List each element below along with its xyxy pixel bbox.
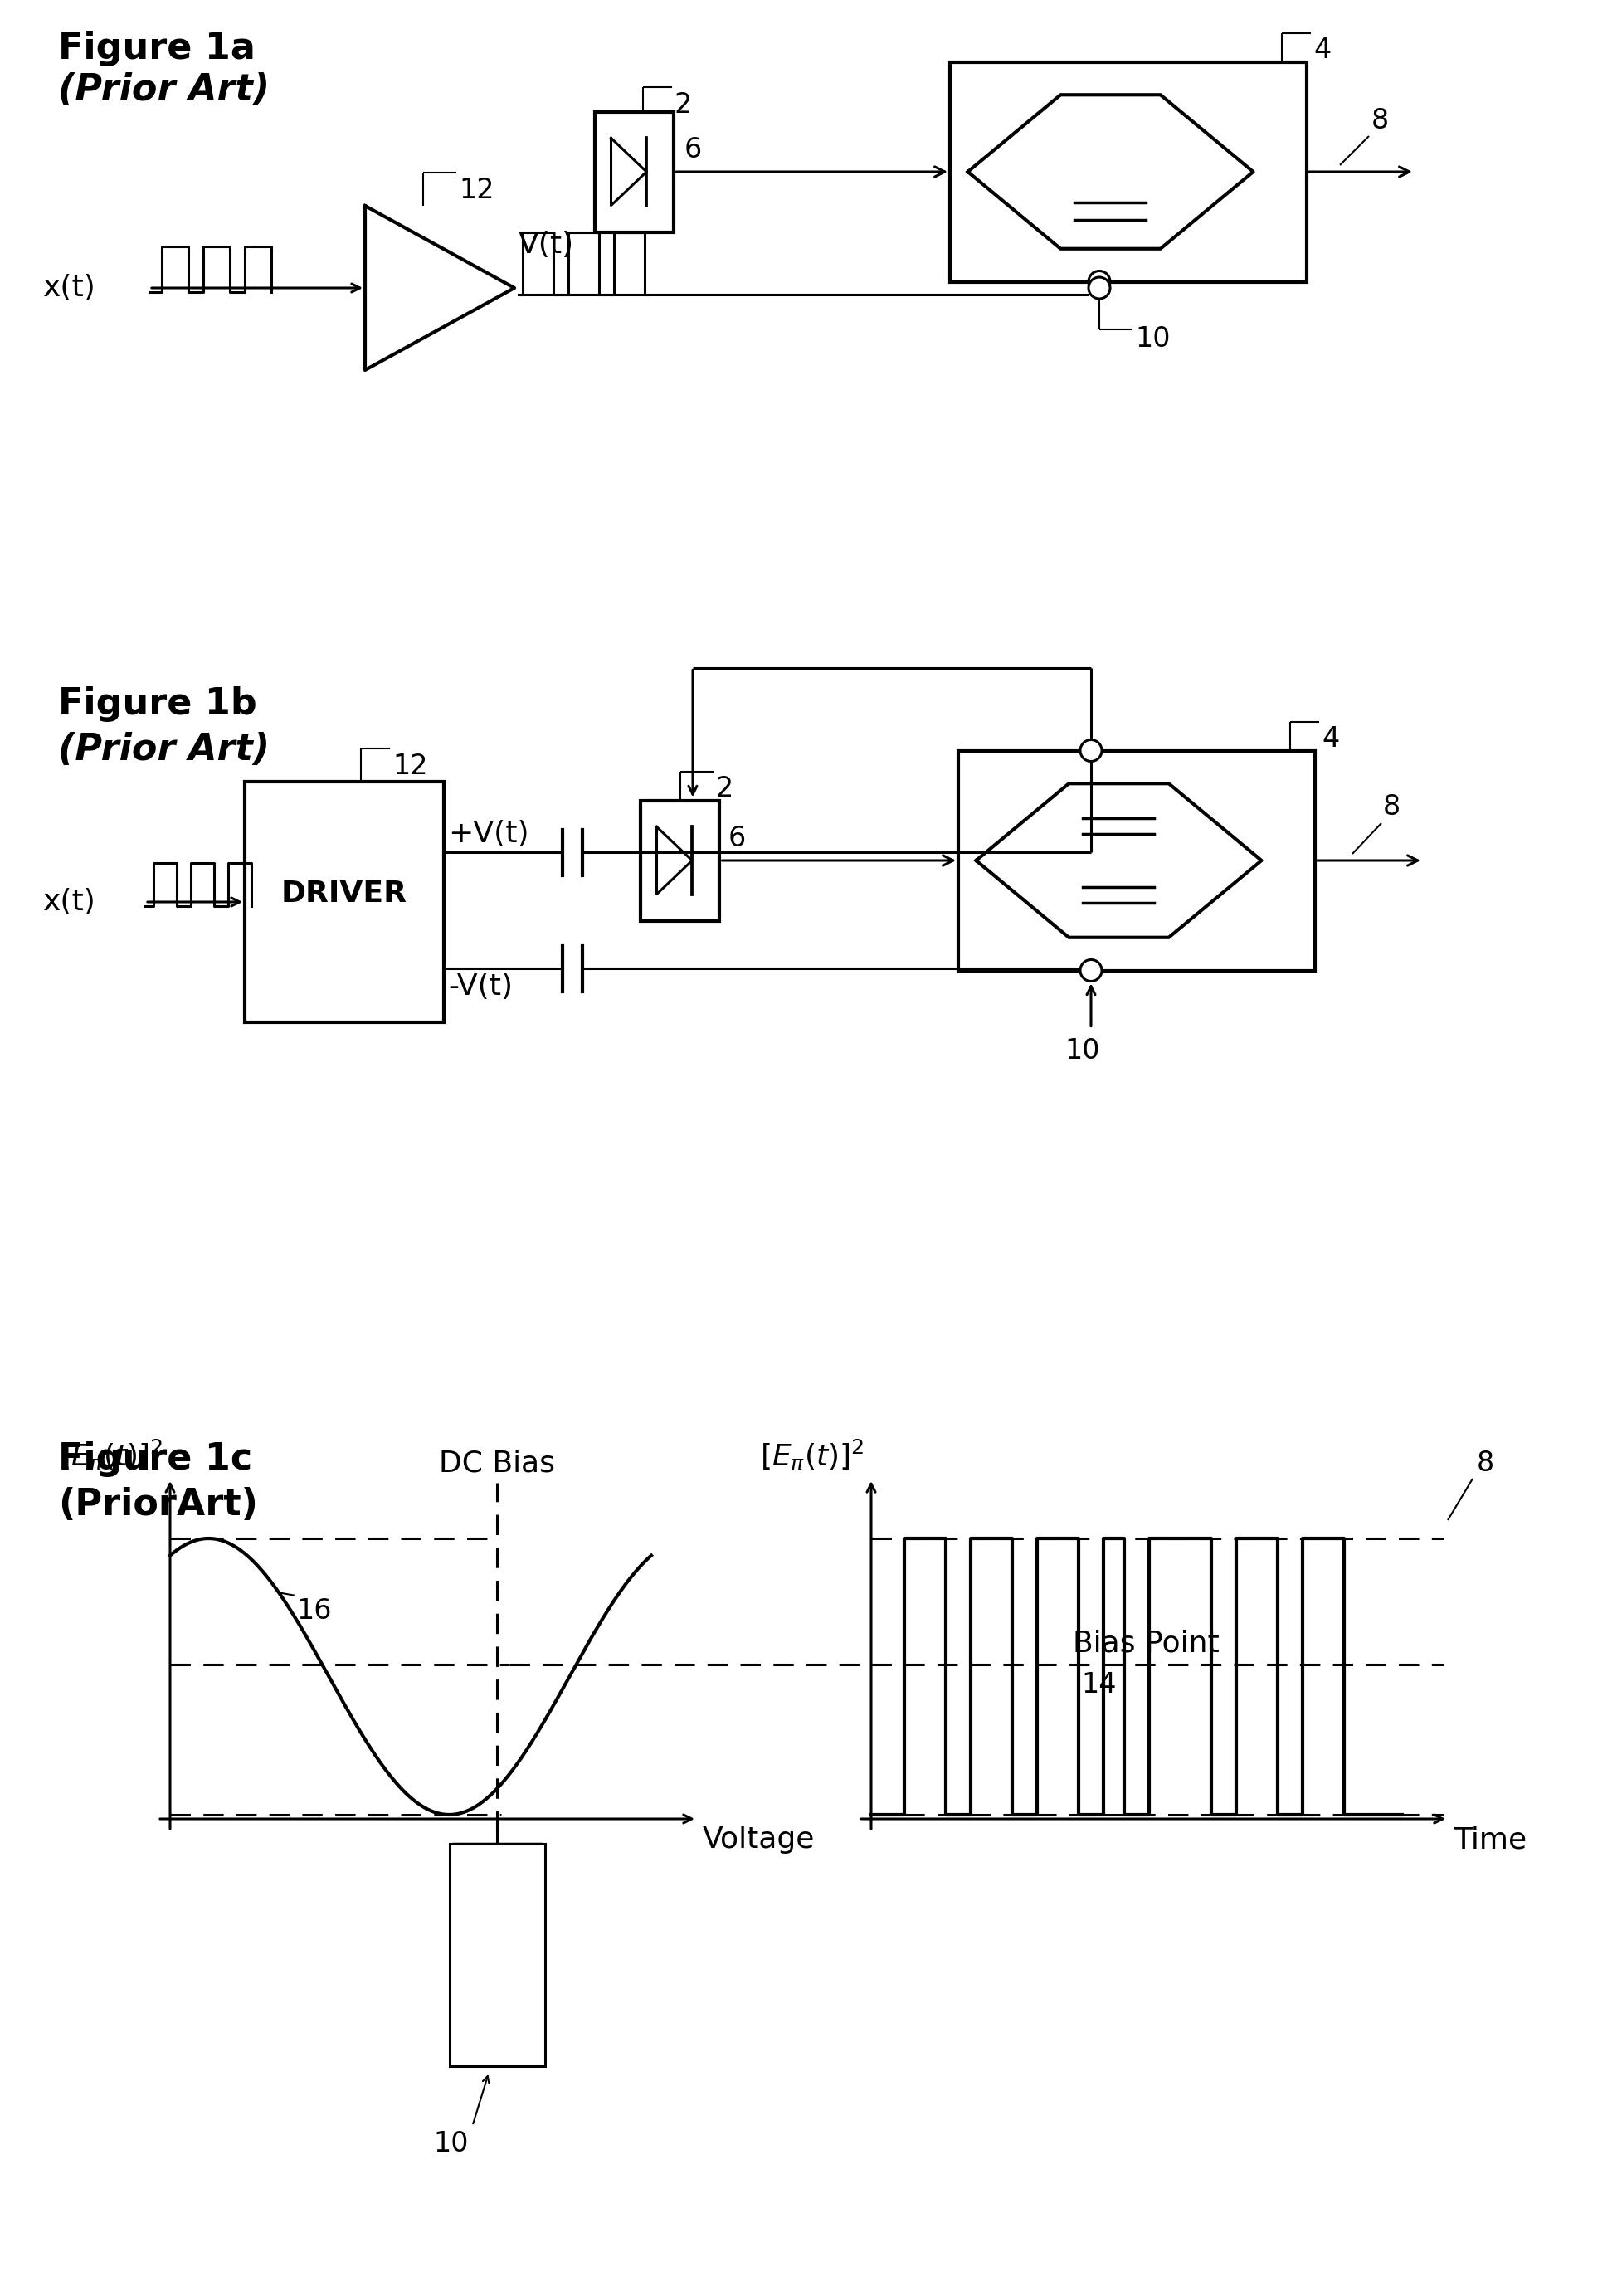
Text: 8: 8 — [1372, 108, 1388, 135]
Bar — [449, 1844, 545, 2066]
Text: Time: Time — [1453, 1825, 1526, 1853]
Text: x(t): x(t) — [44, 273, 96, 303]
Text: 12: 12 — [459, 177, 495, 204]
Text: 10: 10 — [433, 2131, 469, 2158]
Text: 10: 10 — [1135, 326, 1169, 354]
Bar — [245, 781, 444, 1022]
Text: (PriorArt): (PriorArt) — [58, 1488, 258, 1522]
Text: $[E_{\pi}(t)]^2$: $[E_{\pi}(t)]^2$ — [60, 1437, 164, 1472]
Text: 8: 8 — [1384, 794, 1400, 820]
Text: Figure 1c: Figure 1c — [58, 1442, 253, 1476]
Text: 12: 12 — [393, 753, 428, 781]
Bar — [595, 113, 675, 232]
Text: +V(t): +V(t) — [448, 820, 529, 847]
Text: Voltage: Voltage — [702, 1825, 814, 1853]
Text: 4: 4 — [1322, 726, 1340, 753]
Text: 8: 8 — [1476, 1449, 1494, 1476]
Text: (Prior Art): (Prior Art) — [58, 732, 269, 767]
Text: 2: 2 — [675, 92, 693, 117]
Text: DC Bias: DC Bias — [440, 1449, 555, 1476]
Text: DRIVER: DRIVER — [281, 879, 407, 907]
Text: Figure 1a: Figure 1a — [58, 30, 255, 67]
Text: 2: 2 — [715, 776, 733, 804]
Text: 4: 4 — [1314, 37, 1332, 64]
Text: Figure 1b: Figure 1b — [58, 687, 256, 721]
Text: x(t): x(t) — [44, 889, 96, 916]
Text: $[E_{\pi}(t)]^2$: $[E_{\pi}(t)]^2$ — [761, 1437, 865, 1472]
Text: Bias Point: Bias Point — [1072, 1630, 1220, 1658]
Text: V(t): V(t) — [519, 230, 574, 259]
Text: 6: 6 — [728, 824, 746, 852]
Text: -V(t): -V(t) — [448, 974, 513, 1001]
Circle shape — [1080, 739, 1101, 762]
Bar — [641, 801, 720, 921]
Bar — [959, 751, 1315, 971]
Text: (Prior Art): (Prior Art) — [58, 71, 269, 108]
Text: 10: 10 — [1066, 1038, 1100, 1063]
Text: 16: 16 — [297, 1598, 333, 1626]
Bar — [950, 62, 1307, 282]
Circle shape — [1080, 960, 1101, 980]
Text: 14: 14 — [1082, 1671, 1116, 1699]
Circle shape — [1088, 271, 1109, 292]
Text: 6: 6 — [684, 135, 702, 163]
Circle shape — [1088, 278, 1109, 298]
